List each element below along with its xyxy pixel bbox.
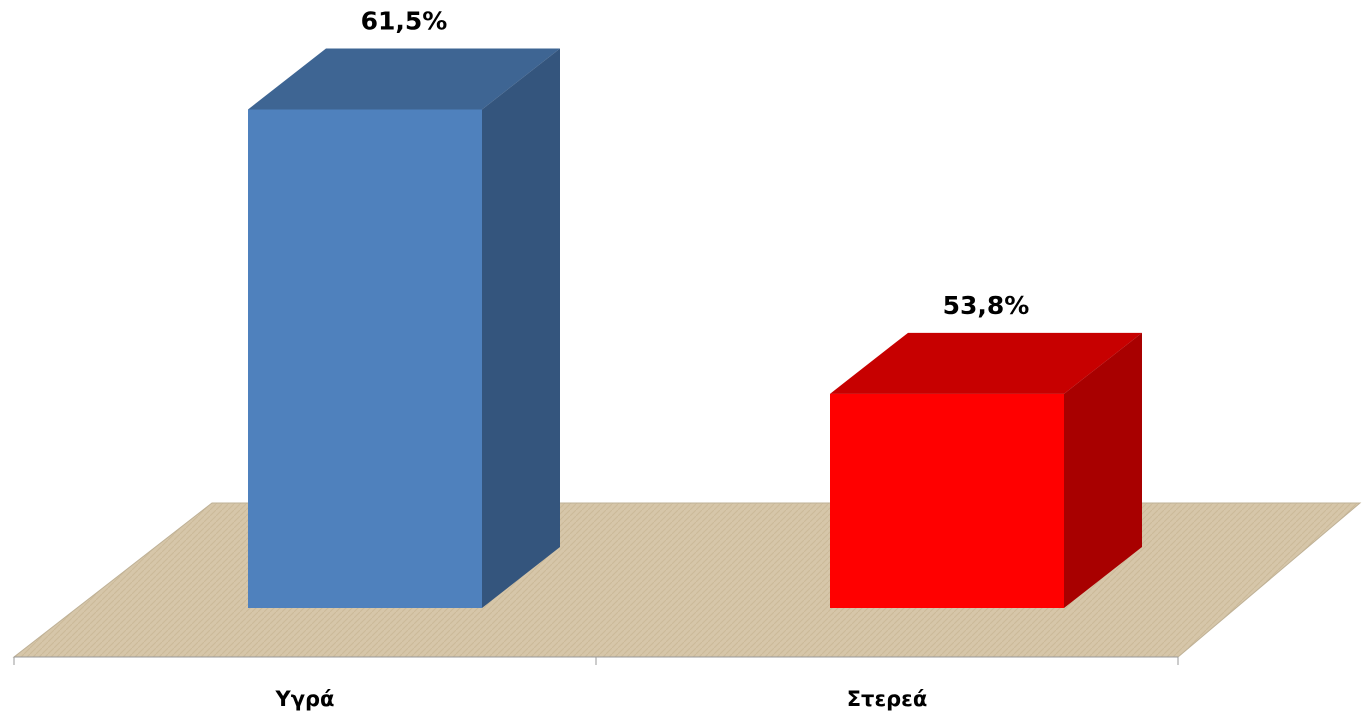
value-label: 61,5% <box>361 6 448 35</box>
bar-side <box>482 48 560 608</box>
value-label: 53,8% <box>943 291 1030 320</box>
bar-front <box>248 109 482 608</box>
bar-top <box>830 332 1142 394</box>
x-tick-label: Υγρά <box>275 687 335 711</box>
x-tick-label: Στερεά <box>847 687 928 711</box>
bar-top <box>248 48 560 110</box>
bar-front <box>830 393 1064 608</box>
floor <box>12 502 1362 658</box>
bar-side <box>1064 332 1142 608</box>
